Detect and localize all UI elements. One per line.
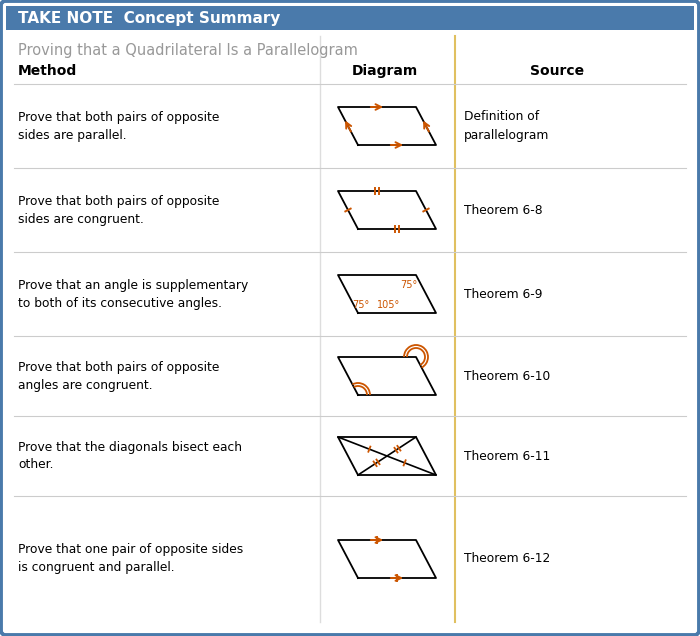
Text: Prove that one pair of opposite sides
is congruent and parallel.: Prove that one pair of opposite sides is… [18,544,244,574]
Text: Prove that both pairs of opposite
sides are parallel.: Prove that both pairs of opposite sides … [18,111,219,141]
Text: Prove that an angle is supplementary
to both of its consecutive angles.: Prove that an angle is supplementary to … [18,279,248,310]
Text: Prove that both pairs of opposite
sides are congruent.: Prove that both pairs of opposite sides … [18,195,219,226]
Text: Theorem 6-9: Theorem 6-9 [464,287,542,300]
Text: Theorem 6-11: Theorem 6-11 [464,450,550,462]
Text: Definition of
parallelogram: Definition of parallelogram [464,111,550,141]
Text: 105°: 105° [377,300,400,310]
Text: Theorem 6-10: Theorem 6-10 [464,370,550,382]
Text: Theorem 6-8: Theorem 6-8 [464,204,542,216]
Text: Theorem 6-12: Theorem 6-12 [464,553,550,565]
Polygon shape [6,6,694,30]
Text: Method: Method [18,64,77,78]
Text: 75°: 75° [352,300,370,310]
Text: Prove that both pairs of opposite
angles are congruent.: Prove that both pairs of opposite angles… [18,361,219,392]
Text: TAKE NOTE  Concept Summary: TAKE NOTE Concept Summary [18,11,281,25]
Text: Prove that the diagonals bisect each
other.: Prove that the diagonals bisect each oth… [18,441,242,471]
Text: Source: Source [530,64,584,78]
Text: 75°: 75° [400,280,418,290]
Text: Diagram: Diagram [352,64,418,78]
Text: Proving that a Quadrilateral Is a Parallelogram: Proving that a Quadrilateral Is a Parall… [18,43,358,57]
